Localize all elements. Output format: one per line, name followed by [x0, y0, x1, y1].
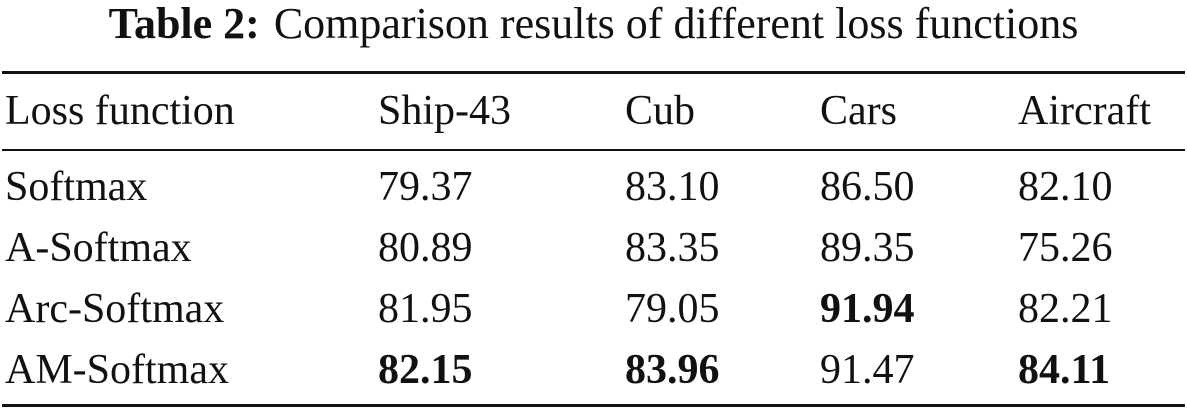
caption: Table 2: Comparison results of different …	[0, 0, 1187, 48]
header-cell: Aircraft	[1018, 88, 1151, 134]
row-label: A-Softmax	[5, 225, 192, 271]
table-cell: 80.89	[378, 225, 473, 271]
caption-text: Comparison results of different loss fun…	[273, 0, 1079, 48]
table-cell: 79.05	[625, 286, 720, 332]
top-rule	[2, 71, 1185, 74]
bottom-rule	[2, 404, 1185, 407]
table-cell: 83.35	[625, 225, 720, 271]
header-cell: Cub	[625, 88, 696, 134]
table-cell: 83.96	[625, 347, 720, 393]
table-cell: 82.15	[378, 347, 473, 393]
mid-rule	[2, 149, 1185, 151]
row-label: Softmax	[5, 164, 148, 210]
table-cell: 91.47	[820, 347, 915, 393]
header-cell: Loss function	[5, 88, 235, 134]
table-cell: 84.11	[1018, 347, 1111, 393]
row-label: Arc-Softmax	[5, 286, 225, 332]
caption-label: Table 2:	[108, 0, 260, 48]
table-cell: 83.10	[625, 164, 720, 210]
table-cell: 86.50	[820, 164, 915, 210]
table-cell: 75.26	[1018, 225, 1113, 271]
table-cell: 91.94	[820, 286, 915, 332]
header-cell: Cars	[820, 88, 897, 134]
table-cell: 89.35	[820, 225, 915, 271]
table-cell: 82.10	[1018, 164, 1113, 210]
table-cell: 81.95	[378, 286, 473, 332]
table-cell: 82.21	[1018, 286, 1113, 332]
header-cell: Ship-43	[378, 88, 512, 134]
row-label: AM-Softmax	[5, 347, 229, 393]
table-cell: 79.37	[378, 164, 473, 210]
